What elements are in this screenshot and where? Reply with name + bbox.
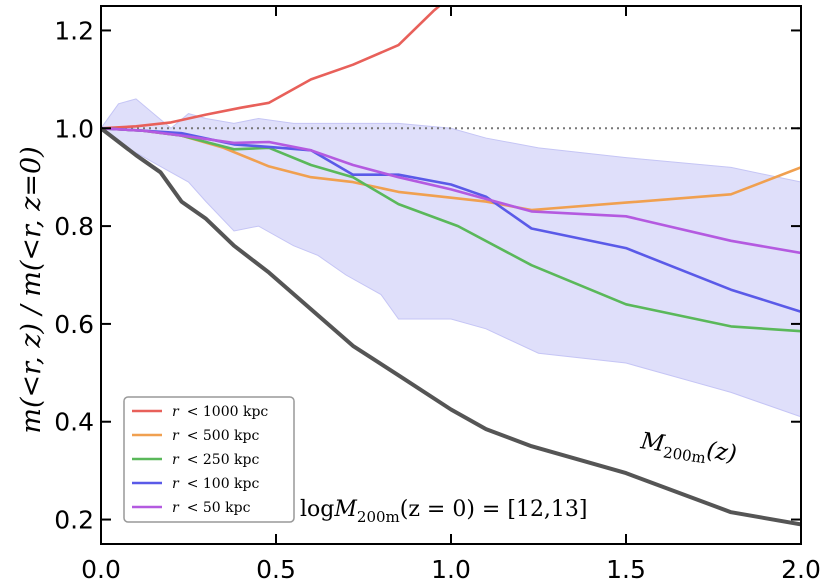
- scatter-band-layer: [101, 98, 801, 418]
- legend-label: r < 250 kpc: [172, 452, 260, 468]
- legend-label: r < 500 kpc: [172, 428, 260, 444]
- y-tick-label: 0.8: [54, 212, 94, 241]
- series-line-3: [101, 127, 801, 313]
- legend-entries: r < 1000 kpc r < 500 kpc r < 250 kpc r < 100 kp…: [132, 404, 268, 516]
- y-tick-label: 0.6: [54, 310, 94, 339]
- y-tick-label: 1.0: [54, 114, 94, 143]
- legend-box: [123, 396, 295, 523]
- plot-frame: [100, 5, 802, 545]
- x-tick-label: 2.0: [781, 555, 821, 581]
- x-tick-label: 0.5: [256, 555, 296, 581]
- ticks-layer: 0.0 0.5 1.0 1.5 2.0 0.2 0.4 0.6 0.8 1.0 1.2: [54, 6, 821, 581]
- series-line-0: [101, 6, 442, 130]
- y-axis-title: m(<r, z) / m(<r, z=0): [16, 146, 47, 433]
- legend-label: r < 100 kpc: [172, 476, 260, 492]
- y-tick-label: 0.4: [54, 408, 94, 437]
- curve-label-m200m: M200m(z): [638, 428, 739, 471]
- legend-label: r < 1000 kpc: [172, 404, 268, 420]
- x-tick-label: 0.0: [81, 555, 121, 581]
- mass-range-annotation: logM200m(z = 0) = [12,13]: [300, 497, 588, 526]
- legend: r < 1000 kpc r < 500 kpc r < 250 kpc r < 100 kp…: [123, 396, 295, 523]
- series-layer: [101, 6, 801, 527]
- x-tick-label: 1.0: [431, 555, 471, 581]
- x-tick-label: 1.5: [606, 555, 646, 581]
- series-line-5: [101, 126, 801, 527]
- scatter-band: [101, 98, 801, 418]
- y-tick-label: 0.2: [54, 506, 94, 535]
- svg-text:M200m(z): M200m(z): [638, 428, 739, 471]
- legend-label: r < 50 kpc: [172, 500, 251, 516]
- y-tick-label: 1.2: [54, 16, 94, 45]
- series-line-4: [101, 127, 801, 255]
